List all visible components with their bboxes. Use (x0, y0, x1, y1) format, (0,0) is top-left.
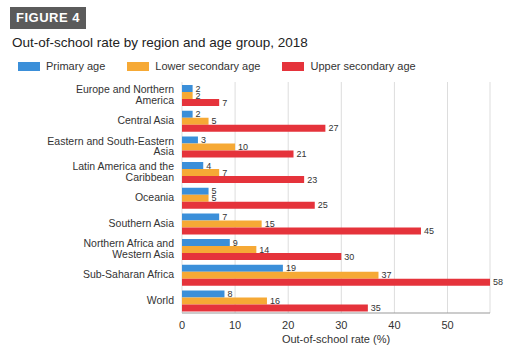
svg-text:30: 30 (344, 252, 354, 262)
svg-text:30: 30 (335, 319, 347, 331)
svg-text:2: 2 (195, 83, 201, 94)
svg-text:45: 45 (424, 226, 434, 236)
html-text:Upper secondary age: Upper secondary age (310, 60, 416, 72)
svg-text:14: 14 (259, 245, 269, 255)
html-text:FIGURE 4: FIGURE 4 (16, 10, 80, 25)
svg-text:7: 7 (222, 212, 227, 222)
svg-text:40: 40 (388, 319, 400, 331)
svg-text:Eastern and South-EasternAsia: Eastern and South-EasternAsia (47, 135, 174, 158)
svg-text:World: World (147, 294, 174, 306)
svg-text:Latin America and theCaribbean: Latin America and theCaribbean (72, 160, 174, 183)
svg-text:15: 15 (265, 219, 275, 229)
svg-text:9: 9 (233, 238, 238, 248)
svg-text:37: 37 (381, 270, 391, 280)
svg-text:20: 20 (282, 319, 294, 331)
svg-text:5: 5 (211, 186, 217, 197)
html-text:Lower secondary age: Lower secondary age (155, 60, 261, 72)
svg-text:10: 10 (238, 142, 248, 152)
svg-text:7: 7 (222, 168, 227, 178)
svg-text:8: 8 (227, 289, 232, 299)
svg-text:3: 3 (201, 135, 206, 145)
svg-text:Out-of-school rate (%): Out-of-school rate (%) (282, 333, 390, 345)
svg-text:Sub-Saharan Africa: Sub-Saharan Africa (83, 268, 174, 280)
html-text:Out-of-school rate by region a: Out-of-school rate by region and age gro… (12, 35, 308, 50)
svg-text:Southern Asia: Southern Asia (109, 217, 175, 229)
svg-text:23: 23 (307, 175, 317, 185)
svg-text:16: 16 (270, 296, 280, 306)
svg-text:10: 10 (229, 319, 241, 331)
svg-text:Europe and NorthernAmerica: Europe and NorthernAmerica (76, 83, 174, 106)
svg-text:Northern Africa andWestern Asi: Northern Africa andWestern Asia (84, 237, 175, 260)
svg-text:5: 5 (212, 193, 217, 203)
svg-text:7: 7 (222, 98, 227, 108)
svg-text:19: 19 (286, 263, 296, 273)
svg-text:58: 58 (493, 277, 503, 287)
html-text:Primary age: Primary age (46, 60, 106, 72)
svg-text:35: 35 (371, 303, 381, 313)
svg-text:4: 4 (206, 161, 211, 171)
svg-text:0: 0 (179, 319, 185, 331)
svg-text:5: 5 (212, 116, 217, 126)
svg-text:27: 27 (328, 123, 338, 133)
svg-text:2: 2 (196, 109, 201, 119)
svg-text:25: 25 (318, 200, 328, 210)
svg-text:21: 21 (297, 149, 307, 159)
svg-text:Oceania: Oceania (135, 191, 174, 203)
svg-text:50: 50 (441, 319, 453, 331)
svg-text:2: 2 (196, 91, 201, 101)
svg-text:Central Asia: Central Asia (117, 114, 174, 126)
